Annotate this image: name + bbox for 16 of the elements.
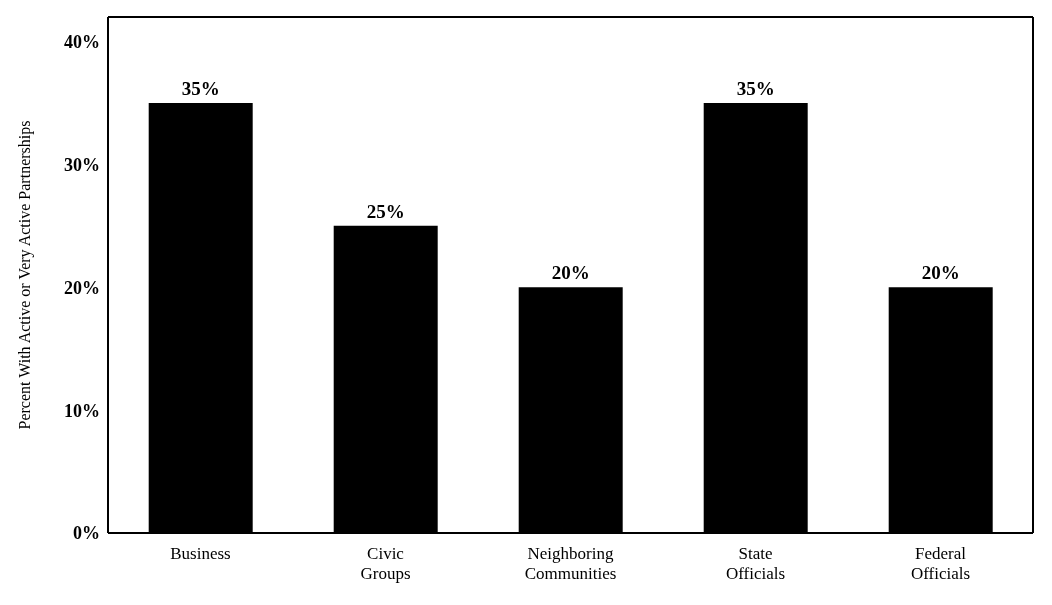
data-label: 20% xyxy=(551,262,590,284)
data-label: 20% xyxy=(921,262,960,284)
y-tick-label: 30% xyxy=(64,154,100,175)
y-tick-label: 0% xyxy=(73,523,100,544)
data-label: 25% xyxy=(366,200,405,222)
y-tick-label: 40% xyxy=(64,31,100,52)
data-label: 35% xyxy=(181,78,220,99)
x-tick-label: State Officials xyxy=(725,544,786,583)
y-axis-title: Percent With Active or Very Active Partnerships xyxy=(15,120,34,430)
y-tick-label: 10% xyxy=(64,400,100,421)
y-tick-label: 20% xyxy=(64,277,100,298)
x-tick-label: Civic Groups xyxy=(360,544,411,583)
x-tick-label: Business xyxy=(170,544,231,563)
data-label: 35% xyxy=(736,78,775,99)
x-tick-label: Federal Officials xyxy=(910,544,971,583)
x-tick-label: Neighboring Communities xyxy=(524,544,617,583)
